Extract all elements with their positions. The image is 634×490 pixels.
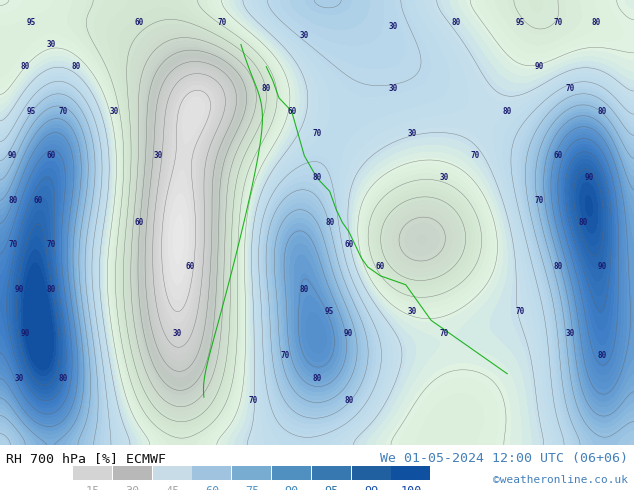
Bar [312, 466, 351, 480]
Text: 90: 90 [21, 329, 30, 338]
Bar [73, 466, 112, 480]
Text: 80: 80 [21, 62, 30, 71]
Text: 70: 70 [249, 396, 258, 405]
Text: 30: 30 [46, 40, 55, 49]
Bar [153, 466, 191, 480]
Text: 80: 80 [325, 218, 334, 227]
Text: 99: 99 [365, 485, 378, 490]
Bar [192, 466, 231, 480]
Text: 30: 30 [300, 31, 309, 40]
Text: 90: 90 [534, 62, 543, 71]
Text: 30: 30 [408, 307, 417, 316]
Text: 30: 30 [110, 107, 119, 116]
Text: 90: 90 [15, 285, 23, 294]
Text: 60: 60 [46, 151, 55, 160]
Text: 75: 75 [245, 485, 259, 490]
Text: 80: 80 [598, 351, 607, 361]
Text: 80: 80 [344, 396, 353, 405]
Text: 90: 90 [598, 263, 607, 271]
Text: 70: 70 [471, 151, 480, 160]
Text: 80: 80 [59, 374, 68, 383]
Text: 15: 15 [86, 485, 100, 490]
Text: 70: 70 [439, 329, 448, 338]
Text: 100: 100 [401, 485, 422, 490]
Text: 70: 70 [313, 129, 321, 138]
Text: 60: 60 [287, 107, 296, 116]
Text: 80: 80 [579, 218, 588, 227]
Text: 80: 80 [503, 107, 512, 116]
Text: 80: 80 [300, 285, 309, 294]
Text: 30: 30 [126, 485, 139, 490]
Text: 80: 80 [46, 285, 55, 294]
Text: 95: 95 [27, 18, 36, 27]
Text: 60: 60 [553, 151, 562, 160]
Text: 95: 95 [515, 18, 524, 27]
Text: 60: 60 [376, 263, 385, 271]
Text: We 01-05-2024 12:00 UTC (06+06): We 01-05-2024 12:00 UTC (06+06) [380, 452, 628, 465]
Text: 60: 60 [186, 263, 195, 271]
Text: 80: 80 [452, 18, 461, 27]
Text: 70: 70 [566, 84, 575, 94]
Text: 70: 70 [281, 351, 290, 361]
Text: 30: 30 [389, 22, 398, 31]
Text: 30: 30 [566, 329, 575, 338]
Text: 30: 30 [173, 329, 182, 338]
Text: 95: 95 [325, 307, 334, 316]
Text: 95: 95 [27, 107, 36, 116]
Bar [232, 466, 271, 480]
Text: 80: 80 [598, 107, 607, 116]
Text: 90: 90 [285, 485, 299, 490]
Text: 90: 90 [8, 151, 17, 160]
Text: 70: 70 [59, 107, 68, 116]
Text: 70: 70 [515, 307, 524, 316]
Text: RH 700 hPa [%] ECMWF: RH 700 hPa [%] ECMWF [6, 452, 166, 465]
Bar [351, 466, 391, 480]
Text: 80: 80 [592, 18, 600, 27]
Text: 80: 80 [8, 196, 17, 205]
Text: 70: 70 [217, 18, 226, 27]
Text: ©weatheronline.co.uk: ©weatheronline.co.uk [493, 475, 628, 486]
Text: 70: 70 [553, 18, 562, 27]
Bar [272, 466, 311, 480]
Text: 80: 80 [72, 62, 81, 71]
Text: 90: 90 [344, 329, 353, 338]
Text: 95: 95 [325, 485, 339, 490]
Text: 30: 30 [154, 151, 163, 160]
Text: 60: 60 [34, 196, 42, 205]
Bar [391, 466, 430, 480]
Text: 30: 30 [15, 374, 23, 383]
Bar [113, 466, 152, 480]
Text: 70: 70 [8, 240, 17, 249]
Text: 80: 80 [313, 173, 321, 182]
Text: 30: 30 [408, 129, 417, 138]
Text: 45: 45 [165, 485, 179, 490]
Text: 80: 80 [262, 84, 271, 94]
Text: 30: 30 [389, 84, 398, 94]
Text: 70: 70 [46, 240, 55, 249]
Text: 60: 60 [344, 240, 353, 249]
Text: 30: 30 [439, 173, 448, 182]
Text: 90: 90 [585, 173, 594, 182]
Text: 70: 70 [534, 196, 543, 205]
Text: 80: 80 [553, 263, 562, 271]
Text: 60: 60 [135, 218, 144, 227]
Text: 80: 80 [313, 374, 321, 383]
Text: 60: 60 [135, 18, 144, 27]
Text: 60: 60 [205, 485, 219, 490]
